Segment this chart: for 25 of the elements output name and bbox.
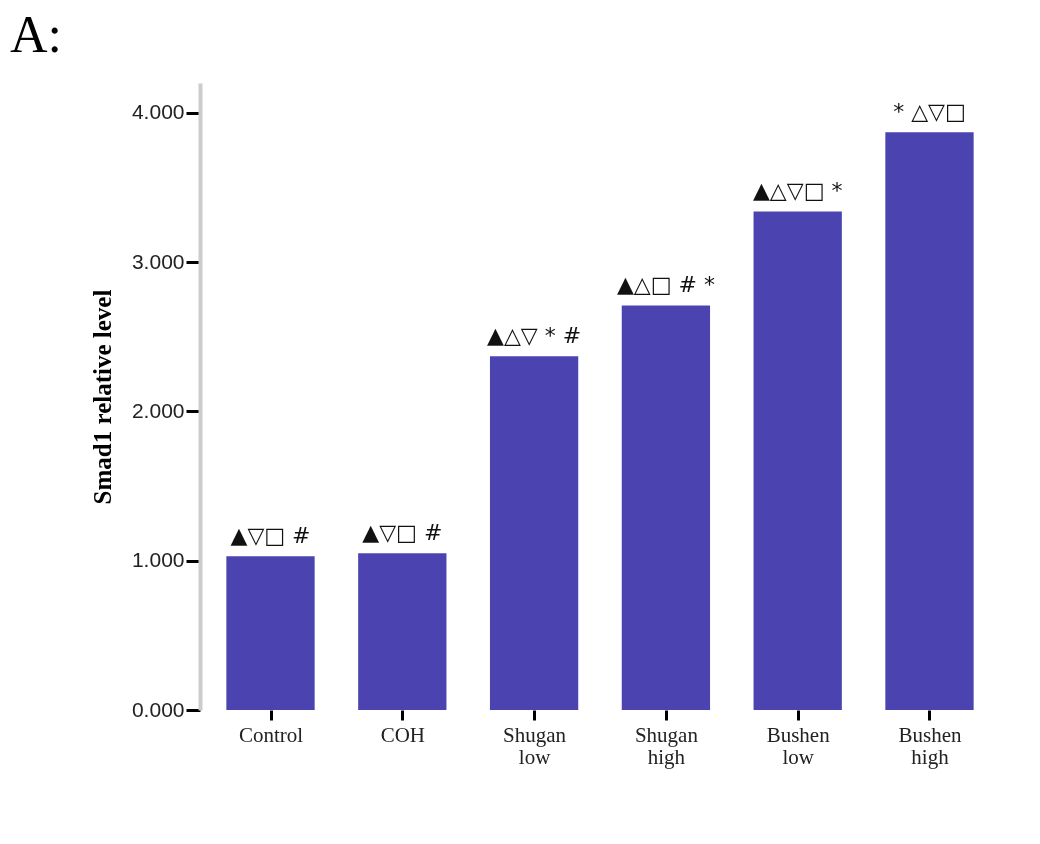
annotation: ▲▽□ # bbox=[230, 523, 311, 549]
x-tick-label: Shugan high bbox=[634, 722, 699, 769]
bar bbox=[885, 132, 974, 710]
y-tick-label: 2.000 bbox=[131, 398, 185, 422]
x-tick-label: Bushen low bbox=[766, 722, 831, 769]
annotation: ▲△▽ * # bbox=[487, 323, 582, 349]
bar bbox=[489, 356, 579, 710]
y-tick-label: 0.000 bbox=[131, 697, 185, 721]
bar bbox=[621, 305, 711, 710]
annotation: ▲▽□ # bbox=[362, 520, 443, 546]
x-tick-label: Shugan low bbox=[503, 722, 567, 769]
y-tick-label: 4.000 bbox=[131, 100, 185, 124]
y-axis-title: Smad1 relative level bbox=[88, 289, 116, 505]
bar bbox=[753, 211, 842, 710]
bar bbox=[226, 556, 315, 710]
annotation: ▲△▽□ * bbox=[752, 178, 843, 204]
x-tick-label: Control bbox=[238, 722, 304, 747]
chart-title: A: bbox=[10, 6, 62, 63]
annotation: ▲△□ # * bbox=[616, 272, 715, 298]
x-tick-label: COH bbox=[380, 722, 425, 747]
annotation: * △▽□ bbox=[893, 99, 966, 125]
y-tick-label: 1.000 bbox=[131, 548, 185, 572]
y-tick-label: 3.000 bbox=[131, 249, 185, 273]
bar bbox=[358, 553, 447, 710]
x-tick-label: Bushen high bbox=[898, 722, 962, 769]
